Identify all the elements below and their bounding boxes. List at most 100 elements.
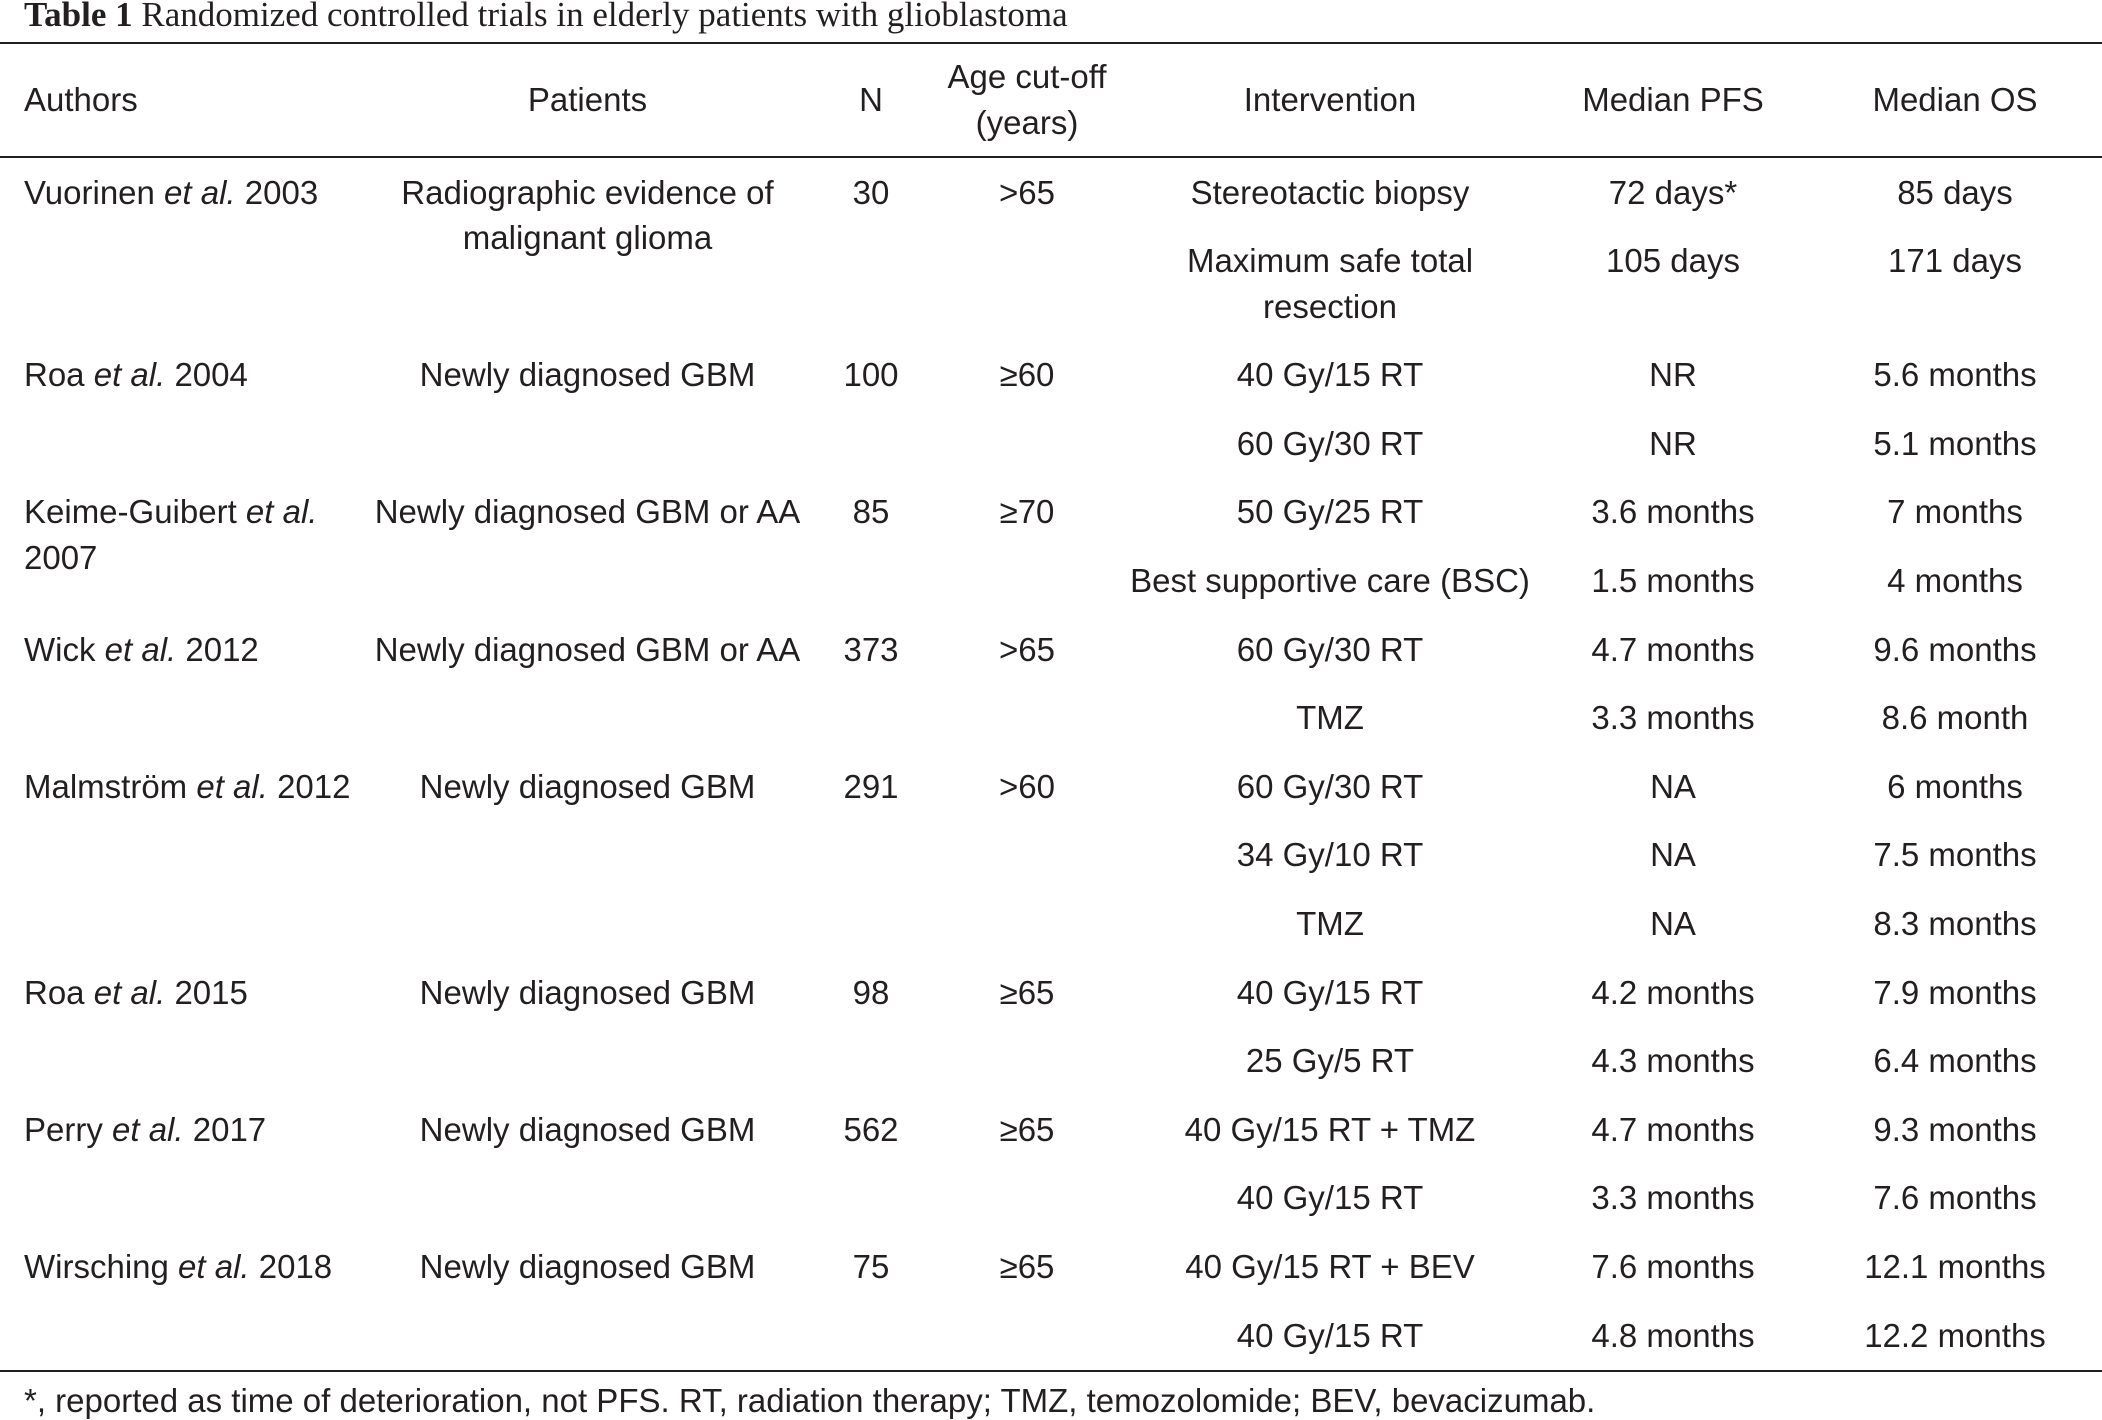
median-pfs-cell: NA — [1650, 905, 1696, 943]
median-pfs-cell: NA — [1650, 836, 1696, 874]
arm-row: 40 Gy/15 RT 4.2 months 7.9 months — [1122, 958, 2102, 1027]
arm-row: 34 Gy/10 RT NA 7.5 months — [1122, 821, 2102, 890]
author-name: Malmström — [24, 767, 188, 805]
top-rule — [0, 42, 2102, 44]
author-year: 2017 — [192, 1110, 267, 1148]
median-pfs-cell: 105 days — [1606, 242, 1740, 280]
arm-row: TMZ 3.3 months 8.6 month — [1122, 684, 2102, 753]
patients-cell: Newly diagnosed GBM — [419, 973, 756, 1011]
median-pfs-cell: 3.3 months — [1591, 1179, 1755, 1217]
header-rule — [0, 156, 2102, 158]
col-header-authors: Authors — [24, 81, 138, 119]
col-header-n: N — [859, 81, 883, 119]
et-al-text: et al. — [178, 1248, 250, 1285]
median-os-cell: 8.3 months — [1873, 905, 2037, 943]
median-pfs-cell: 4.3 months — [1591, 1042, 1755, 1080]
author-name: Vuorinen — [24, 173, 155, 211]
median-os-cell: 6 months — [1887, 767, 2023, 805]
table-caption: Randomized controlled trials in elderly … — [141, 0, 1068, 34]
arms-list: 40 Gy/15 RT 4.2 months 7.9 months 25 Gy/… — [1122, 958, 2102, 1095]
n-cell: 98 — [852, 973, 890, 1011]
median-pfs-cell: 1.5 months — [1591, 562, 1755, 600]
median-pfs-cell: 72 days* — [1608, 173, 1738, 211]
median-os-cell: 85 days — [1897, 173, 2013, 211]
table-label: Table 1 — [24, 0, 133, 34]
median-pfs-cell: 4.7 months — [1591, 630, 1755, 668]
n-cell: 30 — [852, 173, 890, 211]
arms-list: 40 Gy/15 RT NR 5.6 months 60 Gy/30 RT NR… — [1122, 341, 2102, 478]
age-cutoff-cell: ≥60 — [999, 356, 1055, 394]
patients-cell: Newly diagnosed GBM — [419, 356, 756, 394]
n-cell: 75 — [852, 1248, 890, 1285]
median-os-cell: 12.2 months — [1864, 1316, 2046, 1354]
author-year: 2003 — [244, 173, 319, 211]
intervention-cell: Maximum safe total resection — [1186, 242, 1474, 325]
intervention-cell: TMZ — [1296, 699, 1364, 737]
et-al-text: et al. — [196, 767, 268, 805]
patients-cell: Newly diagnosed GBM or AA — [374, 630, 801, 668]
median-pfs-cell: 4.7 months — [1591, 1110, 1755, 1148]
median-pfs-cell: 4.8 months — [1591, 1316, 1755, 1354]
arms-list: Stereotactic biopsy 72 days* 85 days Max… — [1122, 158, 2102, 341]
intervention-cell: Stereotactic biopsy — [1190, 173, 1470, 211]
table-footnote: *, reported as time of deterioration, no… — [24, 1381, 1596, 1419]
median-pfs-cell: NR — [1649, 356, 1697, 394]
authors-cell: Vuorinen et al. 2003 — [0, 158, 365, 215]
study-row: Wick et al. 2012 Newly diagnosed GBM or … — [0, 615, 2102, 752]
authors-cell: Perry et al. 2017 — [0, 1095, 365, 1152]
author-year: 2018 — [258, 1248, 333, 1285]
col-header-median-pfs: Median PFS — [1582, 81, 1764, 119]
arm-row: 40 Gy/15 RT + TMZ 4.7 months 9.3 months — [1122, 1095, 2102, 1164]
arm-row: TMZ NA 8.3 months — [1122, 890, 2102, 959]
intervention-cell: 60 Gy/30 RT — [1236, 767, 1424, 805]
median-os-cell: 7 months — [1887, 493, 2023, 531]
median-os-cell: 6.4 months — [1873, 1042, 2037, 1080]
intervention-cell: TMZ — [1296, 905, 1364, 943]
median-os-cell: 9.3 months — [1873, 1110, 2037, 1148]
author-name: Keime-Guibert — [24, 493, 237, 531]
n-cell: 85 — [852, 493, 890, 531]
intervention-cell: 34 Gy/10 RT — [1236, 836, 1424, 874]
authors-cell: Keime-Guibert et al. 2007 — [0, 478, 365, 581]
median-os-cell: 8.6 month — [1881, 699, 2029, 737]
intervention-cell: 60 Gy/30 RT — [1236, 630, 1424, 668]
median-os-cell: 12.1 months — [1864, 1248, 2046, 1285]
author-name: Perry — [24, 1110, 103, 1148]
arm-row: 40 Gy/15 RT 3.3 months 7.6 months — [1122, 1164, 2102, 1233]
median-pfs-cell: 3.3 months — [1591, 699, 1755, 737]
median-os-cell: 9.6 months — [1873, 630, 2037, 668]
median-os-cell: 7.5 months — [1873, 836, 2037, 874]
patients-cell: Newly diagnosed GBM or AA — [374, 493, 801, 531]
col-header-age-cutoff: Age cut-off (years) — [947, 58, 1107, 141]
median-os-cell: 4 months — [1887, 562, 2023, 600]
median-os-cell: 7.9 months — [1873, 973, 2037, 1011]
age-cutoff-cell: ≥65 — [999, 1248, 1055, 1285]
authors-cell: Wick et al. 2012 — [0, 615, 365, 672]
arm-row: 60 Gy/30 RT NR 5.1 months — [1122, 409, 2102, 478]
arms-list: 40 Gy/15 RT + BEV 7.6 months 12.1 months… — [1122, 1233, 2102, 1370]
age-cutoff-cell: >65 — [999, 630, 1055, 668]
header-row: Authors Patients N Age cut-off (years) I… — [0, 44, 2102, 156]
et-al-text: et al. — [164, 173, 236, 211]
author-name: Wirsching — [24, 1248, 169, 1285]
author-year: 2012 — [277, 767, 351, 805]
patients-cell: Radiographic evidence of malignant gliom… — [401, 173, 774, 257]
median-os-cell: 171 days — [1888, 242, 2022, 280]
author-year: 2007 — [24, 539, 98, 577]
median-pfs-cell: NR — [1649, 424, 1697, 462]
et-al-text: et al. — [104, 630, 177, 668]
median-os-cell: 5.6 months — [1873, 356, 2037, 394]
intervention-cell: 40 Gy/15 RT — [1236, 356, 1424, 394]
author-name: Roa — [24, 356, 85, 394]
col-header-patients: Patients — [527, 81, 648, 119]
et-al-text: et al. — [93, 973, 166, 1011]
age-cutoff-cell: ≥65 — [999, 1110, 1055, 1148]
median-pfs-cell: 3.6 months — [1591, 493, 1755, 531]
arm-row: Maximum safe total resection 105 days 17… — [1122, 227, 2102, 341]
median-os-cell: 5.1 months — [1873, 424, 2037, 462]
intervention-cell: 40 Gy/15 RT — [1236, 973, 1424, 1011]
arm-row: Stereotactic biopsy 72 days* 85 days — [1122, 158, 2102, 227]
n-cell: 100 — [843, 356, 899, 394]
arm-row: 50 Gy/25 RT 3.6 months 7 months — [1122, 478, 2102, 547]
